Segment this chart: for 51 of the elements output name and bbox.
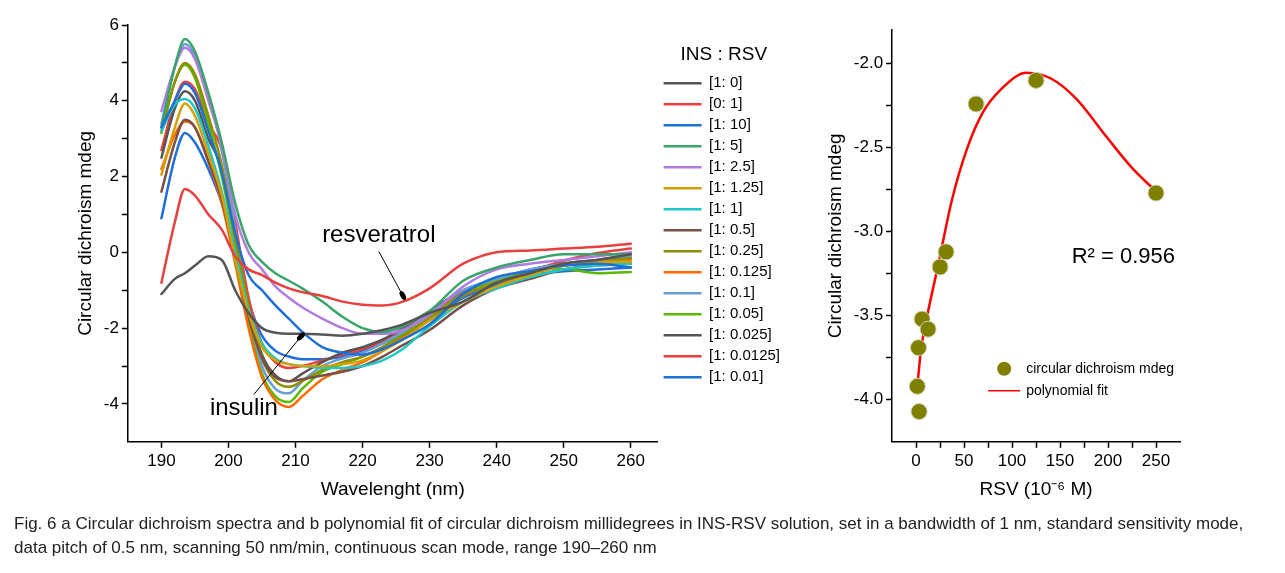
legend-label: [1: 1.25] — [709, 178, 764, 196]
legend-label: [1: 0.05] — [709, 304, 764, 322]
legend-label: [1: 0.125] — [709, 262, 772, 280]
x-tick-label: 0 — [911, 450, 921, 470]
legend-label: [1: 0.01] — [709, 367, 764, 385]
x-tick-label: 150 — [1045, 450, 1075, 470]
y-tick-label: -2 — [103, 317, 119, 337]
legend-label: [1: 2.5] — [709, 157, 755, 175]
x-tick-label: 200 — [1093, 450, 1123, 470]
y-tick-label: 2 — [109, 166, 119, 186]
x-tick-label: 240 — [482, 450, 511, 470]
x-tick-label: 230 — [415, 450, 444, 470]
legend-label: polynomial fit — [1026, 381, 1108, 398]
annotation: resveratrol — [322, 220, 436, 248]
y-tick-label: -4.0 — [853, 389, 884, 409]
legend-label: circular dichroism mdeg — [1026, 359, 1175, 376]
y-axis-title: Circular dichroism mdeg — [73, 130, 95, 336]
y-tick-label: 6 — [109, 14, 119, 34]
y-tick-label: -3.0 — [853, 221, 884, 241]
legend-label: [1: 5] — [709, 136, 743, 154]
y-tick-label: -2.0 — [853, 53, 884, 73]
annotation: insulin — [209, 393, 278, 421]
y-tick-label: -3.5 — [853, 305, 884, 325]
y-tick-label: -2.5 — [853, 137, 884, 157]
annotation: R² = 0.956 — [1071, 242, 1175, 268]
x-tick-label: 210 — [281, 450, 310, 470]
legend-label: [1: 0.5] — [709, 220, 755, 238]
x-tick-label: 250 — [549, 450, 578, 470]
x-tick-label: 50 — [954, 450, 974, 470]
caption: Fig. 6 a Circular dichroism spectra and b polynomial fit of circular dichroism millidegrees in INS-RSV solution, set in a bandwidth of 1 nm, standard sensitivity mode, data pitch of 0.5 nm, scanning 50 nm/min, continuous scan mode, range 190–260 nm — [14, 513, 1245, 559]
y-axis-title: Circular dichroism mdeg — [823, 133, 845, 339]
x-tick-label: 100 — [997, 450, 1027, 470]
legend-label: [0: 1] — [709, 94, 743, 112]
x-tick-label: 260 — [616, 450, 645, 470]
legend-label: [1: 10] — [709, 115, 751, 133]
x-axis-title: RSV (10⁻⁶ M) — [979, 477, 1093, 499]
legend-label: [1: 0.25] — [709, 241, 764, 259]
y-tick-label: -4 — [103, 393, 119, 413]
legend-title: INS : RSV — [680, 42, 768, 64]
legend-label: [1: 0] — [709, 73, 743, 91]
legend-label: [1: 1] — [709, 199, 743, 217]
y-tick-label: 4 — [109, 90, 119, 110]
x-tick-label: 220 — [348, 450, 377, 470]
legend-label: [1: 0.1] — [709, 283, 755, 301]
x-tick-label: 250 — [1141, 450, 1171, 470]
legend-label: [1: 0.025] — [709, 325, 772, 343]
y-tick-label: 0 — [109, 242, 119, 262]
x-axis-title: Wavelenght (nm) — [320, 477, 465, 499]
x-tick-label: 190 — [147, 450, 176, 470]
x-tick-label: 200 — [214, 450, 243, 470]
legend-label: [1: 0.0125] — [709, 346, 781, 364]
